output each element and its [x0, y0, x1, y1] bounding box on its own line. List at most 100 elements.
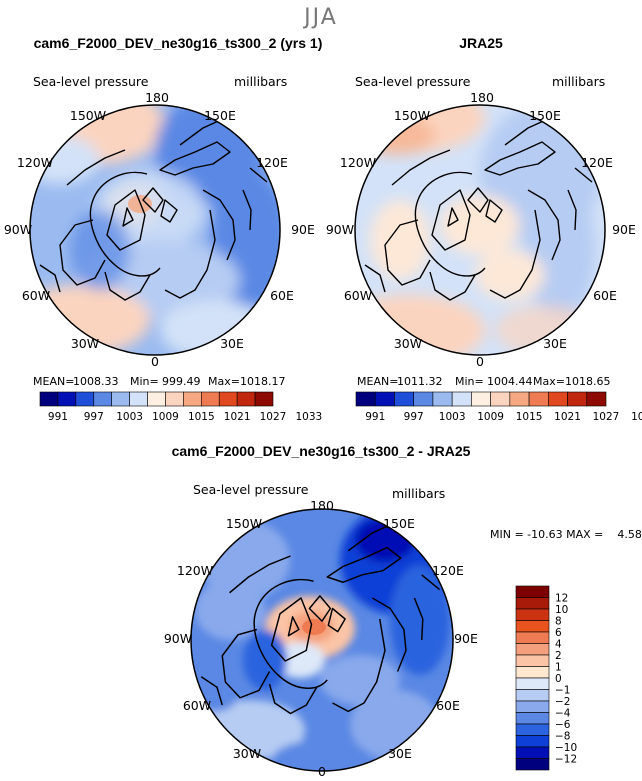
- colorbar-swatch: [129, 391, 148, 407]
- colorbar-tick-label: 1009: [152, 411, 179, 423]
- lon-label-150e: 150E: [529, 108, 561, 123]
- lon-label-30w: 30W: [394, 336, 422, 351]
- lon-label-30w: 30W: [233, 746, 261, 761]
- max-value: 1018.65: [565, 375, 611, 388]
- lon-label-30e: 30E: [220, 336, 244, 351]
- colorbar-swatch: [236, 391, 256, 407]
- colorbar-swatch: [394, 391, 414, 407]
- max-label: Max=: [208, 375, 240, 388]
- colorbar-tick-label: 1015: [516, 411, 543, 423]
- colorbar-swatch: [515, 758, 550, 771]
- colorbar-swatch: [567, 391, 588, 407]
- colorbar-swatch: [515, 689, 550, 702]
- colorbar-swatch: [75, 391, 95, 407]
- colorbar-swatch: [515, 735, 550, 748]
- colorbar-swatch: [515, 643, 550, 656]
- colorbar-swatch: [93, 391, 112, 407]
- colorbar-tick-label: 991: [365, 411, 385, 423]
- minmax-text: MIN = -10.63 MAX = 4.58: [490, 528, 642, 541]
- colorbar-swatch: [515, 746, 550, 759]
- colorbar-swatch: [451, 391, 472, 407]
- colorbar: 991 997 1003 1009 1015 1021 1027 1033: [355, 391, 642, 423]
- colorbar-swatch: [515, 631, 550, 644]
- colorbar-tick-label: 1003: [116, 411, 143, 423]
- lon-label-60e: 60E: [436, 698, 460, 713]
- colorbar-tick-label: 8: [555, 616, 562, 628]
- lon-label-60w: 60W: [22, 288, 50, 303]
- lon-label-90w: 90W: [4, 222, 32, 237]
- panel-title: cam6_F2000_DEV_ne30g16_ts300_2 - JRA25: [172, 443, 471, 459]
- colorbar-swatch: [111, 391, 130, 407]
- colorbar-tick-label: 6: [555, 627, 562, 639]
- colorbar-swatch: [515, 597, 550, 610]
- lon-label-0: 0: [318, 764, 326, 779]
- colorbar-tick-label: −2: [555, 696, 570, 708]
- colorbar-swatch: [509, 391, 530, 407]
- map-field: [30, 105, 280, 355]
- lon-label-30w: 30W: [71, 336, 99, 351]
- colorbar-swatch: [515, 712, 550, 725]
- colorbar-tick-label: 1021: [554, 411, 581, 423]
- mean-label: MEAN=: [33, 375, 74, 388]
- super-title: JJA: [302, 5, 338, 30]
- colorbar-swatch: [515, 620, 550, 633]
- colorbar-swatch: [39, 391, 59, 407]
- lon-label-90e: 90E: [291, 222, 315, 237]
- mean-label: MEAN=: [357, 375, 398, 388]
- lon-label-120w: 120W: [17, 155, 53, 170]
- lon-label-120e: 120E: [256, 155, 288, 170]
- colorbar-swatch: [528, 391, 549, 407]
- colorbar-swatch: [57, 391, 77, 407]
- colorbar-swatch: [432, 391, 453, 407]
- colorbar-swatch: [515, 666, 550, 679]
- colorbar-tick-label: 10: [555, 604, 568, 616]
- min-label: Min=: [455, 375, 484, 388]
- colorbar-swatch: [147, 391, 166, 407]
- lon-label-150e: 150E: [204, 108, 236, 123]
- lon-label-120w: 120W: [340, 155, 376, 170]
- min-value: 1004.44: [487, 375, 533, 388]
- lon-label-90e: 90E: [612, 222, 636, 237]
- colorbar-tick-label: 1015: [188, 411, 215, 423]
- colorbar-tick-label: 0: [555, 673, 562, 685]
- lon-label-180: 180: [470, 90, 494, 105]
- max-value: 1018.17: [240, 375, 286, 388]
- lon-label-150w: 150W: [70, 108, 106, 123]
- variable-label: Sea-level pressure: [193, 482, 309, 497]
- lon-label-90e: 90E: [454, 631, 478, 646]
- mean-value: 1008.33: [73, 375, 119, 388]
- colorbar-tick-label: 12: [555, 593, 568, 605]
- panel-title: JRA25: [459, 35, 503, 51]
- colorbar-swatch: [165, 391, 184, 407]
- colorbar-tick-label: 1003: [439, 411, 466, 423]
- units-label: millibars: [552, 74, 605, 89]
- colorbar-tick-label: 991: [48, 411, 68, 423]
- lon-label-60w: 60W: [183, 698, 211, 713]
- lon-label-180: 180: [145, 90, 169, 105]
- min-label: Min=: [130, 375, 159, 388]
- lon-label-150w: 150W: [226, 516, 262, 531]
- colorbar-swatch: [548, 391, 568, 407]
- colorbar-swatch: [355, 391, 376, 407]
- colorbar-tick-label: −12: [555, 754, 577, 766]
- colorbar-tick-label: −10: [555, 742, 577, 754]
- lon-label-30e: 30E: [543, 336, 567, 351]
- colorbar-tick-label: 2: [555, 650, 562, 662]
- colorbar-swatch: [254, 391, 274, 407]
- colorbar-swatch: [490, 391, 511, 407]
- lon-label-60e: 60E: [270, 288, 294, 303]
- units-label: millibars: [234, 74, 287, 89]
- colorbar-swatch: [218, 391, 238, 407]
- colorbar-tick-label: 997: [404, 411, 424, 423]
- mean-value: 1011.32: [397, 375, 443, 388]
- colorbar-swatch: [374, 391, 395, 407]
- panel-difference: cam6_F2000_DEV_ne30g16_ts300_2 - JRA25 S…: [164, 443, 642, 779]
- lon-label-60e: 60E: [593, 288, 617, 303]
- lon-label-120e: 120E: [581, 155, 613, 170]
- panel-obs: JRA25 Sea-level pressure millibars 180 1…: [326, 35, 642, 423]
- variable-label: Sea-level pressure: [355, 74, 471, 89]
- map-field: [191, 509, 453, 771]
- colorbar-tick-label: −6: [555, 719, 571, 731]
